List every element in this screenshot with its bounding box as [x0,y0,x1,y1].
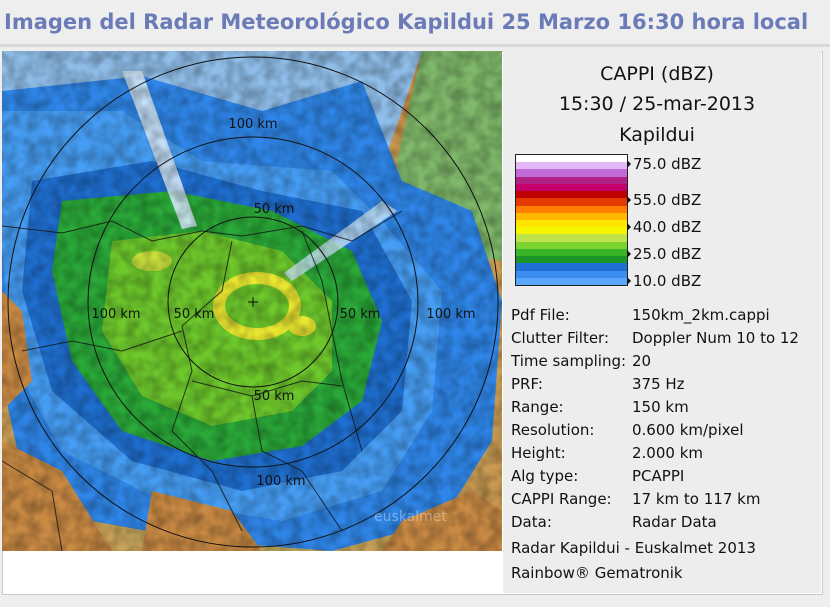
info-value: PCAPPI [632,467,685,485]
legend-swatch [516,241,627,250]
legend-swatch [516,176,627,185]
info-key: PRF: [511,375,543,393]
borders [2,210,403,551]
info-value: 17 km to 117 km [632,490,761,508]
info-value: Doppler Num 10 to 12 [632,329,799,347]
range-label-s100: 100 km [256,474,305,489]
legend-label-25: 25.0 dBZ [627,245,701,263]
legend-swatch [516,248,627,257]
legend-swatch [516,205,627,214]
range-label-e100: 100 km [426,307,475,322]
info-value: 375 Hz [632,375,685,393]
station-name: Kapildui [619,124,695,146]
legend-swatch [516,155,627,163]
info-key: Data: [511,513,552,531]
footer-software: Rainbow® Gematronik [511,564,683,582]
legend-swatch [516,220,627,228]
range-label-e50: 50 km [340,307,381,322]
info-value: Radar Data [632,513,717,531]
info-key: Clutter Filter: [511,329,610,347]
info-value: 2.000 km [632,444,704,462]
info-value: 150 km [632,398,689,416]
info-value: 0.600 km/pixel [632,421,744,439]
range-ring-50 [167,216,339,388]
product-datetime: 15:30 / 25-mar-2013 [558,93,756,115]
info-key: Alg type: [511,467,579,485]
info-key: CAPPI Range: [511,490,612,508]
legend-swatch [516,256,627,264]
legend-swatch [516,198,627,207]
info-value: 20 [632,352,652,370]
legend-swatch [516,270,627,279]
range-label-w50: 50 km [174,307,215,322]
legend-swatch [516,234,627,243]
watermark: euskalmet [374,509,447,525]
info-key: Time sampling: [511,352,627,370]
legend-swatch [516,263,627,272]
info-key: Resolution: [511,421,595,439]
footer-credit: Radar Kapildui - Euskalmet 2013 [511,539,756,557]
range-label-s50: 50 km [254,389,295,404]
range-ring-100 [87,136,419,468]
range-ring-150 [7,56,499,548]
info-key: Pdf File: [511,306,570,324]
legend-swatch [516,191,627,199]
legend-swatch [516,169,627,178]
legend-swatch [516,277,627,286]
range-label-n100: 100 km [228,117,277,132]
product-title: CAPPI (dBZ) [600,63,714,85]
legend-swatch [516,162,627,170]
legend-swatch [516,183,627,192]
legend-label-75: 75.0 dBZ [627,155,701,173]
radar-site-icon [248,297,258,307]
page-title: Imagen del Radar Meteorológico Kapildui … [4,10,809,34]
legend-label-55: 55.0 dBZ [627,191,701,209]
info-value: 150km_2km.cappi [632,306,770,324]
legend-label-40: 40.0 dBZ [627,218,701,236]
info-panel: CAPPI (dBZ) 15:30 / 25-mar-2013 Kapildui… [503,51,821,593]
range-label-n50: 50 km [254,202,295,217]
legend-label-10: 10.0 dBZ [627,272,701,290]
color-legend [515,154,628,286]
legend-swatch [516,212,627,221]
info-key: Range: [511,398,564,416]
radar-map: 100 km 50 km 100 km 50 km 50 km 100 km 5… [2,51,502,551]
range-label-w100: 100 km [91,307,140,322]
title-divider [0,44,830,47]
info-key: Height: [511,444,566,462]
legend-swatch [516,227,627,235]
